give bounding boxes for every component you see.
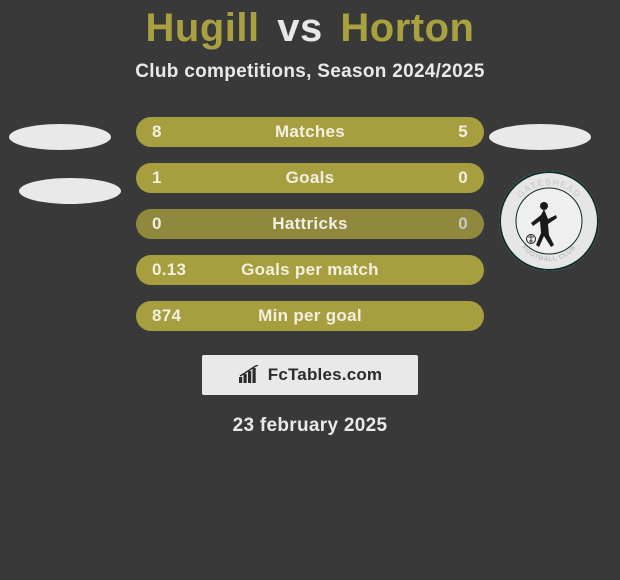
stat-row-min-per-goal: 874Min per goal <box>136 301 484 331</box>
branding-box: FcTables.com <box>202 355 418 395</box>
stat-label: Matches <box>136 122 484 142</box>
stat-label: Hattricks <box>136 214 484 234</box>
title-player1: Hugill <box>146 6 260 50</box>
stat-row-hattricks: 0Hattricks0 <box>136 209 484 239</box>
title-player2: Horton <box>340 6 474 50</box>
date-text: 23 february 2025 <box>0 415 620 437</box>
branding-text: FcTables.com <box>268 365 383 385</box>
stat-row-goals-per-match: 0.13Goals per match <box>136 255 484 285</box>
title-row: Hugill vs Horton <box>0 0 620 51</box>
stat-label: Goals per match <box>136 260 484 280</box>
title-vs: vs <box>277 6 323 50</box>
club-badge-svg: GATESHEAD FOOTBALL CLUB <box>499 171 599 271</box>
left-ellipse-2 <box>19 178 121 204</box>
club-badge: GATESHEAD FOOTBALL CLUB <box>499 171 599 271</box>
right-ellipse <box>489 124 591 150</box>
stat-label: Min per goal <box>136 306 484 326</box>
subtitle: Club competitions, Season 2024/2025 <box>0 61 620 83</box>
stat-label: Goals <box>136 168 484 188</box>
left-ellipse-1 <box>9 124 111 150</box>
bars-icon <box>238 365 264 385</box>
stat-row-matches: 8Matches5 <box>136 117 484 147</box>
stat-row-goals: 1Goals0 <box>136 163 484 193</box>
